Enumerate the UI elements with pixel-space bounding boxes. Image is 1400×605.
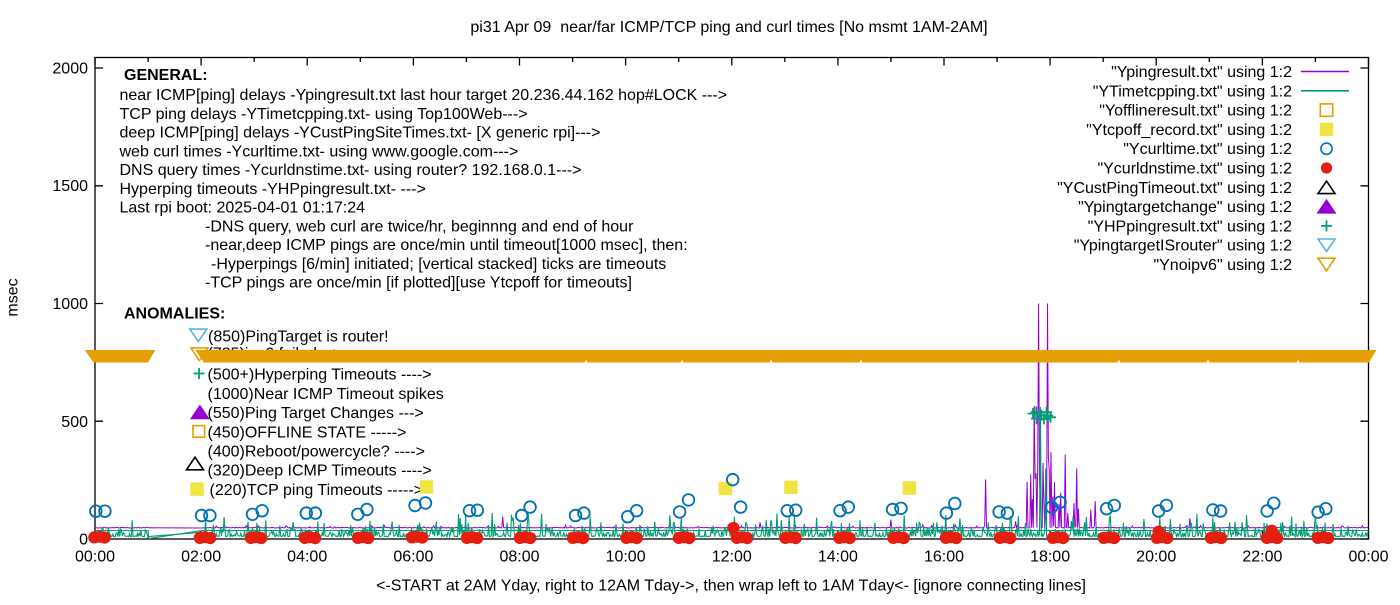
svg-text:"Ycurltime.txt" using 1:2: "Ycurltime.txt" using 1:2 <box>1123 141 1292 158</box>
svg-text:pi31 Apr 09 near/far ICMP/TCP: pi31 Apr 09 near/far ICMP/TCP ping and c… <box>470 19 987 36</box>
svg-text:0: 0 <box>79 532 88 549</box>
svg-text:Hyperping timeouts -YHPpingres: Hyperping timeouts -YHPpingresult.txt- -… <box>120 181 426 198</box>
svg-text:-Hyperpings [6/min] initiated;: -Hyperpings [6/min] initiated; [vertical… <box>211 256 666 273</box>
svg-text:00:00: 00:00 <box>1348 548 1388 565</box>
svg-text:ANOMALIES:: ANOMALIES: <box>124 306 225 323</box>
svg-text:22:00: 22:00 <box>1242 548 1282 565</box>
svg-text:2000: 2000 <box>52 61 88 78</box>
svg-text:<-START at 2AM Yday, right to: <-START at 2AM Yday, right to 12AM Tday-… <box>376 578 1086 595</box>
svg-text:(500+)Hyperping Timeouts ---->: (500+)Hyperping Timeouts ----> <box>208 367 432 384</box>
svg-text:"Ypingtargetchange" using 1:2: "Ypingtargetchange" using 1:2 <box>1078 199 1292 216</box>
svg-text:-near,deep ICMP pings are once: -near,deep ICMP pings are once/min until… <box>205 237 688 254</box>
svg-text:"Ytcpoff_record.txt" using 1:2: "Ytcpoff_record.txt" using 1:2 <box>1086 122 1292 139</box>
svg-text:"Ypingresult.txt" using 1:2: "Ypingresult.txt" using 1:2 <box>1111 64 1292 81</box>
svg-text:"Yofflineresult.txt" using 1:2: "Yofflineresult.txt" using 1:2 <box>1099 103 1292 120</box>
svg-text:08:00: 08:00 <box>499 548 539 565</box>
svg-text:"YpingtargetISrouter" using 1:: "YpingtargetISrouter" using 1:2 <box>1074 238 1292 255</box>
svg-text:16:00: 16:00 <box>924 548 964 565</box>
svg-text:(1000)Near ICMP Timeout spikes: (1000)Near ICMP Timeout spikes <box>208 386 444 403</box>
svg-text:18:00: 18:00 <box>1030 548 1070 565</box>
svg-text:20:00: 20:00 <box>1136 548 1176 565</box>
svg-text:"YTimetcpping.txt" using 1:2: "YTimetcpping.txt" using 1:2 <box>1093 83 1292 100</box>
svg-text:msec: msec <box>5 278 22 316</box>
svg-text:web curl times -Ycurltime.txt-: web curl times -Ycurltime.txt- using www… <box>119 143 519 160</box>
svg-text:"Ycurldnstime.txt" using 1:2: "Ycurldnstime.txt" using 1:2 <box>1097 161 1292 178</box>
svg-text:(400)Reboot/powercycle? ---->: (400)Reboot/powercycle? ----> <box>208 444 425 461</box>
svg-text:04:00: 04:00 <box>287 548 327 565</box>
svg-text:Last rpi boot: 2025-04-01 01:1: Last rpi boot: 2025-04-01 01:17:24 <box>120 200 366 217</box>
svg-text:(850)PingTarget is router!: (850)PingTarget is router! <box>208 328 389 345</box>
svg-text:12:00: 12:00 <box>712 548 752 565</box>
svg-text:00:00: 00:00 <box>75 548 115 565</box>
svg-text:"YHPpingresult.txt" using 1:2: "YHPpingresult.txt" using 1:2 <box>1088 218 1292 235</box>
svg-text:(220)TCP ping Timeouts ----->: (220)TCP ping Timeouts -----> <box>210 482 424 499</box>
svg-text:-DNS query, web curl are twice: -DNS query, web curl are twice/hr, begin… <box>205 218 634 235</box>
svg-text:10:00: 10:00 <box>606 548 646 565</box>
svg-text:"Ynoipv6" using 1:2: "Ynoipv6" using 1:2 <box>1153 257 1292 274</box>
svg-text:-TCP pings are once/min [if pl: -TCP pings are once/min [if plotted][use… <box>205 275 632 292</box>
svg-text:near ICMP[ping] delays -Ypingr: near ICMP[ping] delays -Ypingresult.txt … <box>120 87 728 104</box>
svg-text:GENERAL:: GENERAL: <box>124 67 208 84</box>
svg-text:"YCustPingTimeout.txt" using 1: "YCustPingTimeout.txt" using 1:2 <box>1057 180 1292 197</box>
svg-text:14:00: 14:00 <box>818 548 858 565</box>
svg-text:DNS query times -Ycurldnstime.: DNS query times -Ycurldnstime.txt- using… <box>120 162 582 179</box>
svg-text:500: 500 <box>61 414 88 431</box>
svg-text:(320)Deep ICMP Timeouts ---->: (320)Deep ICMP Timeouts ----> <box>208 463 432 480</box>
svg-text:1000: 1000 <box>52 296 88 313</box>
svg-text:(550)Ping Target Changes --->: (550)Ping Target Changes ---> <box>208 405 424 422</box>
svg-text:TCP ping delays -YTimetcpping.: TCP ping delays -YTimetcpping.txt- using… <box>120 106 528 123</box>
svg-text:02:00: 02:00 <box>181 548 221 565</box>
svg-text:(450)OFFLINE STATE ----->: (450)OFFLINE STATE -----> <box>208 424 407 441</box>
svg-text:06:00: 06:00 <box>393 548 433 565</box>
svg-text:deep ICMP[ping] delays -YCustP: deep ICMP[ping] delays -YCustPingSiteTim… <box>120 125 601 142</box>
svg-text:1500: 1500 <box>52 178 88 195</box>
